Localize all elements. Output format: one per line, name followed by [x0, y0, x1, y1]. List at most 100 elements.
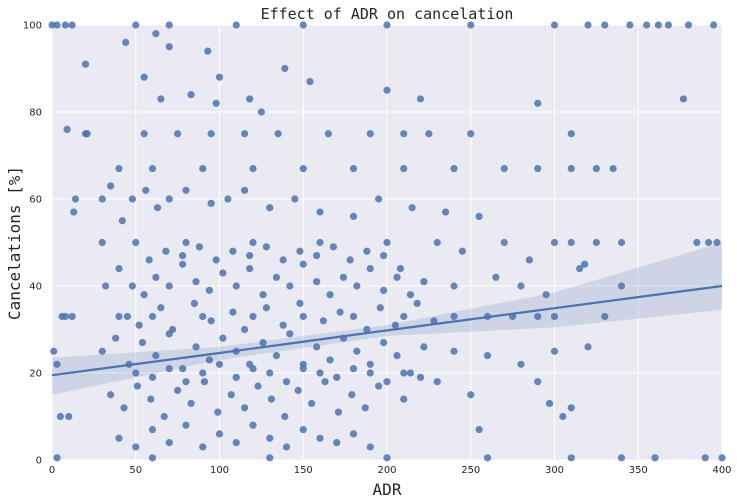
data-point [383, 21, 391, 29]
data-point [550, 238, 559, 247]
data-point [380, 251, 388, 260]
data-point [246, 265, 254, 273]
data-point [308, 399, 316, 408]
data-point [713, 238, 721, 247]
data-point [517, 282, 525, 290]
data-point [664, 21, 673, 29]
data-point [165, 365, 173, 373]
data-point [98, 347, 106, 355]
data-point [224, 195, 232, 203]
data-point [416, 373, 425, 381]
data-point [467, 21, 475, 29]
regression-fit [51, 242, 723, 395]
data-point [299, 360, 307, 368]
x-tick-label: 150 [294, 465, 313, 476]
data-point [313, 343, 321, 351]
data-point [584, 21, 592, 29]
y-tick-label: 100 [23, 21, 42, 32]
data-point [249, 421, 257, 429]
data-point [214, 408, 222, 416]
data-point [182, 421, 190, 429]
x-tick-label: 250 [461, 465, 480, 476]
data-point [169, 325, 177, 334]
data-point [348, 391, 356, 399]
data-point [584, 343, 592, 351]
data-point [550, 21, 559, 29]
data-point [467, 391, 475, 399]
data-point [229, 247, 237, 255]
data-point [679, 95, 688, 103]
data-point [122, 38, 130, 47]
data-point [550, 347, 559, 355]
data-point [241, 186, 249, 194]
data-point [199, 443, 207, 451]
data-point [65, 412, 73, 421]
data-point [400, 369, 408, 377]
data-point [207, 317, 215, 325]
data-point [148, 164, 157, 173]
data-point [450, 164, 458, 173]
data-point [316, 238, 324, 247]
data-point [299, 21, 307, 29]
data-point [291, 195, 299, 203]
data-point [334, 408, 343, 416]
data-point [420, 278, 428, 286]
data-point [413, 299, 421, 307]
data-point [190, 299, 198, 307]
data-point [174, 386, 182, 394]
data-point [187, 399, 195, 408]
data-point [165, 282, 173, 290]
data-point [517, 360, 525, 368]
regression-line [51, 284, 723, 377]
y-tick-label: 80 [29, 108, 42, 119]
data-point [492, 273, 500, 281]
data-points [48, 21, 726, 462]
data-point [128, 195, 136, 203]
data-point [259, 291, 267, 299]
data-point [393, 352, 401, 360]
data-point [61, 21, 69, 29]
data-point [296, 247, 304, 255]
data-point [609, 164, 617, 173]
data-point [316, 208, 324, 216]
data-point [718, 454, 726, 462]
data-point [118, 217, 126, 225]
data-point [246, 251, 254, 260]
data-point [299, 260, 307, 268]
data-point [550, 312, 559, 321]
data-point [199, 369, 207, 377]
data-point [232, 282, 240, 290]
data-point [567, 164, 575, 173]
data-point [286, 282, 294, 290]
data-point [442, 208, 450, 216]
chart-title: Effect of ADR on cancelation [261, 5, 514, 23]
data-point [249, 164, 257, 173]
data-point [592, 164, 600, 173]
data-point [215, 430, 224, 438]
data-point [313, 251, 321, 260]
data-point [212, 256, 220, 264]
data-point [567, 130, 575, 138]
data-point [534, 164, 542, 173]
data-point [138, 338, 147, 347]
data-point [500, 238, 508, 247]
data-point [153, 204, 162, 212]
data-point [316, 369, 324, 377]
data-point [229, 308, 237, 316]
data-point [70, 208, 78, 216]
data-point [279, 321, 287, 329]
x-tick-label: 200 [377, 465, 396, 476]
data-point [693, 238, 701, 247]
data-point [396, 265, 404, 273]
data-point [326, 291, 334, 299]
data-point [148, 373, 157, 381]
data-point [71, 195, 80, 203]
data-point [249, 312, 257, 321]
data-point [179, 365, 187, 373]
data-point [654, 21, 662, 29]
data-point [81, 130, 90, 138]
data-point [349, 164, 358, 173]
data-point [375, 382, 383, 390]
data-point [534, 312, 542, 321]
data-point [617, 238, 626, 247]
